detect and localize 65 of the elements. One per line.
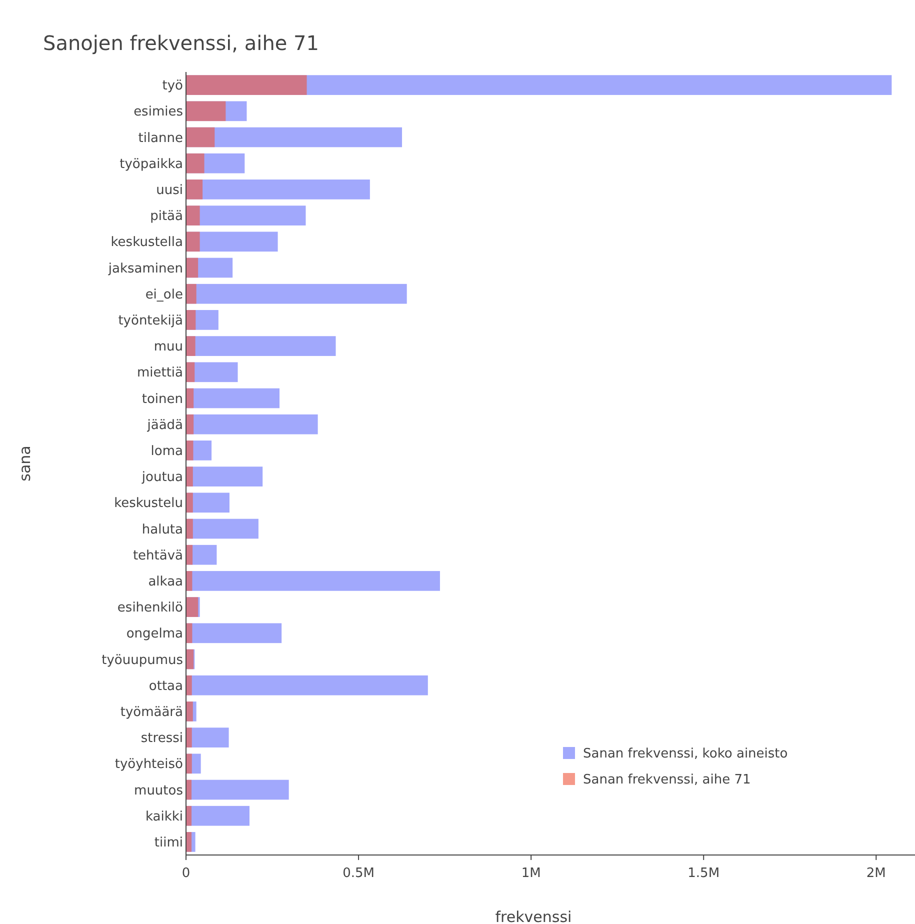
y-tick-label: toinen: [142, 392, 183, 407]
y-tick-label: ongelma: [126, 626, 183, 642]
y-tick-label: esihenkilö: [117, 600, 184, 616]
bar: [186, 544, 193, 565]
bar: [186, 258, 198, 278]
bar: [186, 806, 192, 826]
legend-label: Sanan frekvenssi, koko aineisto: [583, 746, 788, 762]
y-tick-label: jäädä: [146, 418, 183, 433]
bar: [186, 101, 226, 122]
y-tick-label: tilanne: [138, 130, 183, 146]
bar: [186, 336, 196, 356]
legend-label: Sanan frekvenssi, aihe 71: [583, 772, 751, 788]
bar: [186, 832, 192, 852]
bar: [186, 232, 200, 252]
bar: [186, 180, 203, 200]
y-tick-label: keskustelu: [114, 496, 183, 512]
y-tick-label: muu: [154, 340, 183, 355]
x-axis-title: frekvenssi: [495, 908, 572, 924]
y-tick-label: tehtävä: [132, 548, 183, 564]
y-tick-label: miettiä: [136, 366, 183, 381]
bar: [186, 518, 193, 539]
y-tick-label: stressi: [140, 731, 183, 746]
y-tick-label: työyhteisö: [114, 757, 184, 772]
y-tick-label: joutua: [140, 470, 183, 486]
bar: [186, 466, 193, 486]
y-tick-label: loma: [150, 444, 183, 459]
x-tick-label: 2M: [866, 866, 886, 881]
bar: [186, 414, 194, 434]
bar: [186, 492, 193, 513]
bar: [186, 675, 192, 696]
y-axis-title: sana: [16, 446, 34, 482]
bar: [186, 388, 194, 408]
bar: [186, 153, 204, 174]
y-tick-label: pitää: [150, 209, 183, 224]
bar: [186, 728, 192, 748]
y-tick-label: työmäärä: [120, 705, 183, 720]
bar: [186, 310, 196, 330]
y-tick-label: työntekijä: [118, 314, 183, 328]
bar: [186, 75, 307, 95]
y-tick-label: haluta: [142, 522, 183, 538]
x-tick-label: 1M: [521, 866, 541, 881]
y-tick-label: muutos: [134, 783, 184, 798]
y-tick-label: ottaa: [148, 678, 183, 694]
x-tick-label: 0: [182, 866, 190, 881]
bar: [186, 206, 200, 226]
x-tick-label: 0.5M: [342, 866, 374, 881]
bar: [186, 754, 192, 774]
bar: [186, 362, 195, 382]
bar: [186, 284, 196, 304]
y-tick-label: työpaikka: [120, 156, 183, 172]
bar: [186, 702, 193, 722]
x-tick-label: 1.5M: [688, 866, 720, 881]
y-tick-label: jaksaminen: [107, 261, 183, 276]
y-tick-label: uusi: [156, 183, 183, 198]
y-tick-label: alkaa: [148, 574, 183, 590]
y-tick-label: keskustella: [110, 235, 183, 250]
y-tick-label: tiimi: [154, 836, 183, 850]
y-tick-label: työ: [162, 78, 184, 94]
bar: [186, 127, 215, 148]
chart-title: Sanojen frekvenssi, aihe 71: [43, 31, 319, 55]
y-tick-label: ei_ole: [145, 287, 183, 302]
y-tick-label: esimies: [134, 104, 184, 120]
bar: [186, 440, 194, 460]
y-tick-label: työuupumus: [102, 652, 184, 668]
y-tick-label: kaikki: [145, 809, 183, 824]
